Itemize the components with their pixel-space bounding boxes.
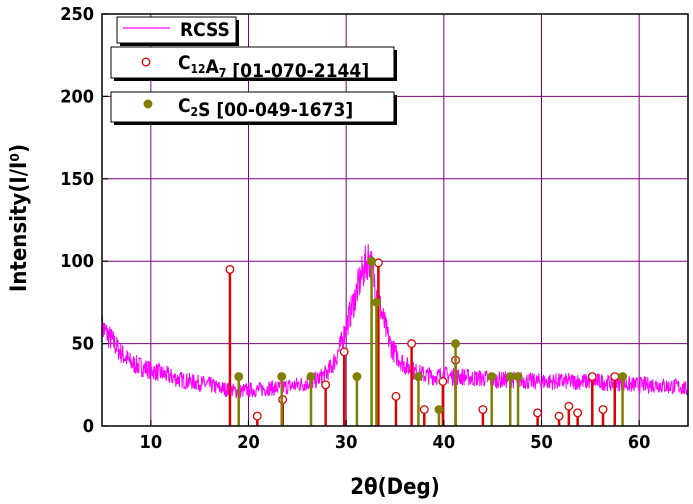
marker-c12a7 — [533, 408, 543, 418]
marker-c12a7 — [564, 401, 574, 411]
marker-c2s — [367, 256, 377, 266]
legend-label-c2s: C2S [00-049-1673] — [178, 95, 353, 121]
marker-c12a7 — [554, 411, 564, 421]
marker-c2s — [371, 297, 381, 307]
legend: RCSS C12A7 [01-070-2144] C2S [00-049-1673] — [110, 16, 397, 125]
marker-c2s — [487, 372, 497, 382]
marker-c2s — [277, 372, 287, 382]
marker-c2s — [234, 372, 244, 382]
y-tick-label: 200 — [60, 86, 94, 107]
y-tick-label: 250 — [60, 4, 94, 25]
marker-c12a7 — [419, 405, 429, 414]
y-tick-label: 150 — [60, 169, 94, 190]
marker-c12a7 — [587, 372, 597, 382]
legend-box — [116, 16, 237, 44]
marker-c12a7 — [321, 380, 331, 390]
marker-c2s — [618, 372, 628, 382]
marker-c12a7 — [407, 339, 417, 349]
x-tick-label: 40 — [433, 432, 456, 453]
x-tick-label: 60 — [628, 432, 651, 453]
x-tick-label: 10 — [140, 432, 163, 453]
marker-c2s — [451, 339, 461, 349]
marker-c2s — [513, 372, 523, 382]
plot-series — [101, 244, 689, 426]
y-tick-label: 100 — [60, 251, 94, 272]
y-axis-title: Intensity(I/I⁰) — [7, 144, 32, 292]
legend-sample-c12a7 — [141, 57, 151, 67]
x-tick-label: 30 — [335, 432, 358, 453]
y-tick-label: 0 — [83, 416, 94, 437]
marker-c12a7 — [478, 405, 488, 414]
marker-c12a7 — [252, 411, 262, 421]
marker-c2s — [413, 372, 423, 382]
x-tick-label: 50 — [530, 432, 553, 453]
legend-sample-c2s — [143, 99, 153, 109]
marker-c2s — [505, 372, 515, 382]
legend-box — [110, 91, 395, 123]
series-line-rcss — [101, 244, 689, 399]
marker-c2s — [352, 372, 362, 382]
x-tick-label: 20 — [237, 432, 260, 453]
marker-c12a7 — [438, 377, 448, 386]
marker-c12a7 — [610, 372, 620, 382]
marker-c12a7 — [598, 405, 608, 414]
legend-box — [110, 46, 395, 79]
x-axis-title: 2θ(Deg) — [350, 475, 440, 500]
y-tick-label: 50 — [71, 334, 94, 355]
marker-c12a7 — [573, 408, 583, 418]
grid-lines — [102, 14, 688, 426]
plot-frame — [101, 13, 689, 427]
marker-c12a7 — [339, 347, 349, 357]
legend-label-c12a7: C12A7 [01-070-2144] — [178, 52, 369, 82]
legend-label-rcss: RCSS — [180, 19, 230, 41]
marker-c12a7 — [391, 391, 401, 401]
axis-ticks: 10 20 30 40 50 60 0 50 100 150 200 250 — [60, 4, 650, 453]
marker-c2s — [434, 405, 444, 414]
marker-c2s — [306, 372, 316, 382]
marker-c12a7 — [225, 264, 235, 274]
